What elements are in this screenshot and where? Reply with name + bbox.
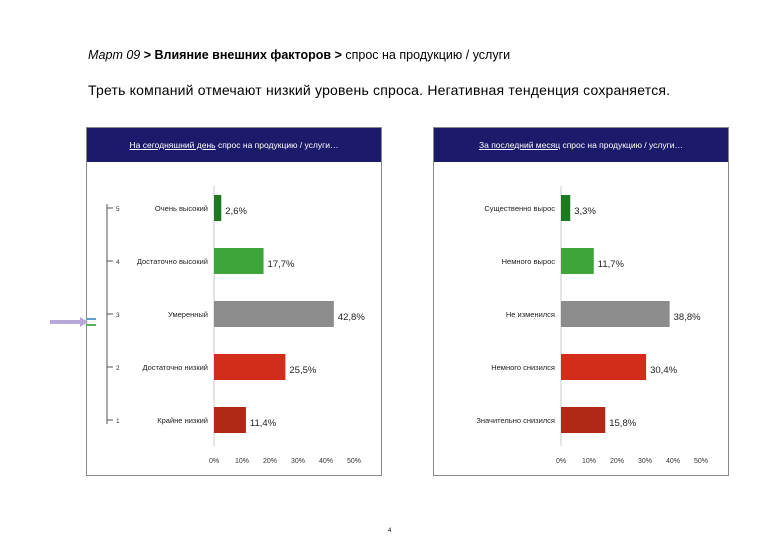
bar (214, 195, 222, 221)
crumb-date: Март 09 (88, 48, 141, 62)
category-label: Умеренный (168, 310, 208, 319)
x-tick-label: 50% (694, 458, 708, 465)
category-label: Немного вырос (502, 257, 556, 266)
data-label: 25,5% (289, 365, 316, 376)
scale-label: 3 (116, 312, 120, 319)
chart-panel-today: На сегодняшний день спрос на продукцию /… (86, 127, 382, 476)
scale-label: 5 (116, 206, 120, 213)
x-tick-label: 10% (582, 458, 596, 465)
data-label: 3,3% (574, 206, 596, 217)
breadcrumb: Март 09 > Влияние внешних факторов > спр… (88, 48, 510, 62)
data-label: 38,8% (674, 312, 701, 323)
crumb-section: Влияние внешних факторов (154, 48, 332, 62)
scale-label: 4 (116, 259, 120, 266)
page-number: 4 (388, 528, 392, 534)
page-subtitle: Треть компаний отмечают низкий уровень с… (88, 82, 671, 98)
scale-label: 2 (116, 365, 120, 372)
bar (214, 407, 246, 433)
data-label: 30,4% (650, 365, 677, 376)
chart-title-rest: спрос на продукцию / услуги… (215, 140, 339, 150)
crumb-separator: > (334, 48, 342, 62)
bar (561, 248, 594, 274)
category-label: Не изменился (506, 310, 555, 319)
chart-title: На сегодняшний день спрос на продукцию /… (87, 128, 381, 162)
x-tick-label: 10% (235, 458, 249, 465)
bar-chart-last-month: Существенно вырос 3,3% Немного вырос 11,7% Н… (476, 186, 708, 465)
x-tick-label: 30% (291, 458, 305, 465)
bar (561, 407, 606, 433)
crumb-topic: спрос на продукцию / услуги (345, 48, 511, 62)
category-label: Существенно вырос (484, 204, 555, 213)
x-tick-label: 50% (347, 458, 361, 465)
category-label: Достаточно высокий (137, 257, 208, 266)
chart-title-rest: спрос на продукцию / услуги… (560, 140, 683, 150)
scale-label: 1 (116, 418, 120, 425)
pointer-arrow-icon (50, 317, 96, 327)
x-tick-label: 20% (263, 458, 277, 465)
category-label: Немного снизился (491, 363, 555, 372)
bar (561, 301, 670, 327)
data-label: 17,7% (268, 259, 295, 270)
x-tick-label: 30% (638, 458, 652, 465)
x-tick-label: 20% (610, 458, 624, 465)
bar (214, 248, 264, 274)
category-label: Значительно снизился (476, 416, 555, 425)
data-label: 2,6% (225, 206, 247, 217)
chart-title: За последний месяц спрос на продукцию / … (434, 128, 728, 162)
x-tick-label: 0% (209, 458, 219, 465)
x-tick-label: 40% (319, 458, 333, 465)
chart-title-underlined: За последний месяц (478, 140, 561, 150)
x-tick-label: 0% (556, 458, 566, 465)
category-label: Достаточно низкий (142, 363, 208, 372)
chart-title-underlined: На сегодняшний день (129, 140, 216, 150)
crumb-separator: > (143, 48, 152, 62)
bar (214, 354, 286, 380)
category-label: Крайне низкий (157, 416, 208, 425)
bar-chart-today: Очень высокий 2,6% 5 Достаточно высокий 17,7… (106, 186, 365, 465)
data-label: 11,7% (598, 259, 625, 270)
bar (561, 195, 571, 221)
chart-panel-last-month: За последний месяц спрос на продукцию / … (433, 127, 729, 476)
bar (561, 354, 647, 380)
bar (214, 301, 334, 327)
data-label: 15,8% (609, 418, 636, 429)
x-tick-label: 40% (666, 458, 680, 465)
data-label: 42,8% (338, 312, 365, 323)
data-label: 11,4% (250, 418, 277, 429)
category-label: Очень высокий (155, 204, 208, 213)
